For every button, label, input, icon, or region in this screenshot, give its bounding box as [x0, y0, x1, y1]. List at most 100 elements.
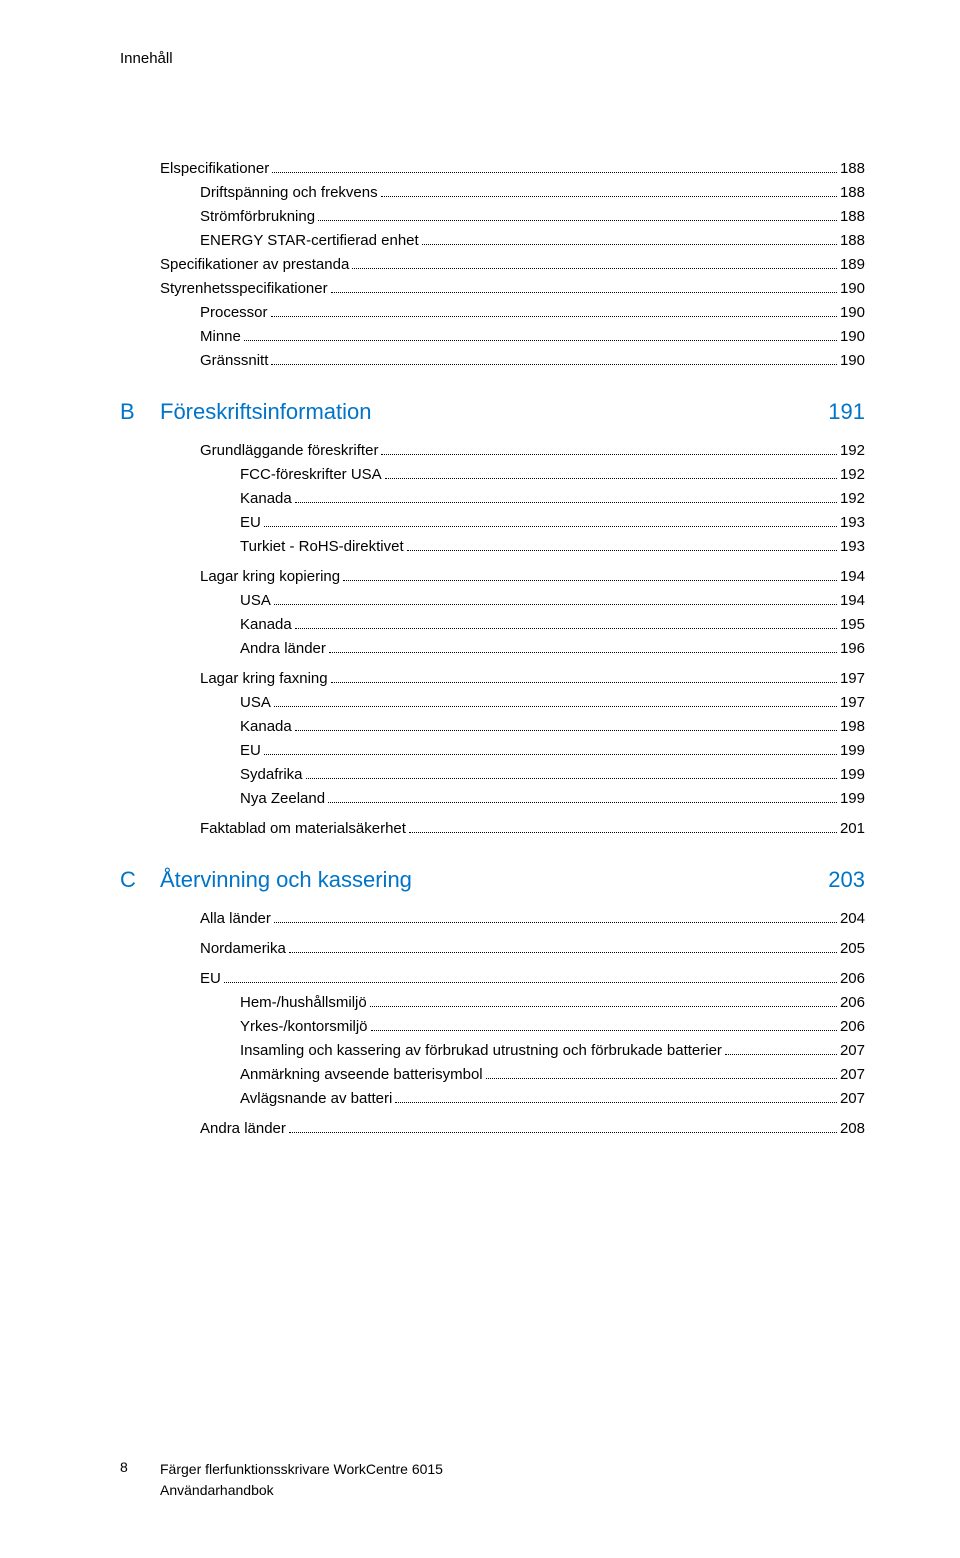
toc-entry: Lagar kring kopiering 194	[160, 565, 865, 589]
toc-entry: Hem-/hushållsmiljö 206	[160, 991, 865, 1015]
toc-entry-page: 199	[840, 739, 865, 763]
toc-entry: Lagar kring faxning 197	[160, 667, 865, 691]
toc-entry-label: Andra länder	[200, 1117, 286, 1141]
toc-entry: Yrkes-/kontorsmiljö206	[160, 1015, 865, 1039]
toc-entry-page: 198	[840, 715, 865, 739]
toc-leader	[331, 682, 837, 683]
toc-entry-label: Turkiet - RoHS-direktivet	[240, 535, 404, 559]
section-page: 191	[828, 399, 865, 425]
toc-entry: Kanada 195	[160, 613, 865, 637]
toc-entry-page: 188	[840, 157, 865, 181]
toc-entry-label: Lagar kring faxning	[200, 667, 328, 691]
toc-entry-page: 193	[840, 535, 865, 559]
toc-entry-page: 194	[840, 565, 865, 589]
toc-entry: Alla länder 204	[160, 907, 865, 931]
toc-entry-page: 192	[840, 487, 865, 511]
toc-entry-label: Strömförbrukning	[200, 205, 315, 229]
toc-entry: ENERGY STAR-certifierad enhet 188	[120, 229, 865, 253]
footer-page-number: 8	[120, 1459, 160, 1475]
toc-entry-label: Grundläggande föreskrifter	[200, 439, 378, 463]
toc-leader	[343, 580, 837, 581]
toc-leader	[271, 316, 837, 317]
toc-leader	[295, 730, 837, 731]
toc-entry-page: 193	[840, 511, 865, 535]
footer-line1: Färger flerfunktionsskrivare WorkCentre …	[160, 1459, 443, 1479]
toc-entry-label: Insamling och kassering av förbrukad utr…	[240, 1039, 722, 1063]
toc-entry: Andra länder 208	[160, 1117, 865, 1141]
toc-entry-page: 206	[840, 991, 865, 1015]
toc-entry-label: Styrenhetsspecifikationer	[160, 277, 328, 301]
section-body: Alla länder204Nordamerika205EU206Hem-/hu…	[120, 907, 865, 1141]
running-head: Innehåll	[120, 50, 865, 67]
toc-leader	[289, 952, 837, 953]
toc-entry-label: USA	[240, 691, 271, 715]
toc-entry: Specifikationer av prestanda189	[120, 253, 865, 277]
toc-entry-page: 192	[840, 463, 865, 487]
toc-entry-page: 195	[840, 613, 865, 637]
toc-entry-label: Specifikationer av prestanda	[160, 253, 349, 277]
toc-entry: Grundläggande föreskrifter192	[160, 439, 865, 463]
toc-leader	[329, 652, 837, 653]
toc-entry: Elspecifikationer 188	[120, 157, 865, 181]
section-body: Grundläggande föreskrifter192FCC-föreskr…	[120, 439, 865, 841]
toc-entry-page: 190	[840, 325, 865, 349]
toc-leader	[295, 502, 837, 503]
toc-entry: Processor190	[120, 301, 865, 325]
toc-leader	[328, 802, 837, 803]
section-heading: BFöreskriftsinformation191	[120, 399, 865, 425]
toc-leader	[486, 1078, 837, 1079]
toc-entry-label: Lagar kring kopiering	[200, 565, 340, 589]
toc-entry-page: 207	[840, 1063, 865, 1087]
section-heading: CÅtervinning och kassering203	[120, 867, 865, 893]
toc-entry-label: Nya Zeeland	[240, 787, 325, 811]
toc-entry-label: Alla länder	[200, 907, 271, 931]
section-title: Föreskriftsinformation	[160, 399, 828, 425]
toc-entry-page: 188	[840, 229, 865, 253]
toc-entry-label: FCC-föreskrifter USA	[240, 463, 382, 487]
toc-leader	[271, 364, 837, 365]
toc-leader	[289, 1132, 837, 1133]
toc-entry-page: 208	[840, 1117, 865, 1141]
toc-entry-page: 204	[840, 907, 865, 931]
toc-entry: EU199	[160, 739, 865, 763]
toc-leader	[295, 628, 837, 629]
toc-leader	[264, 754, 837, 755]
toc-entry-label: EU	[240, 511, 261, 535]
toc-leader	[274, 706, 837, 707]
toc-entry-label: Anmärkning avseende batterisymbol	[240, 1063, 483, 1087]
toc-entry-label: ENERGY STAR-certifierad enhet	[200, 229, 419, 253]
toc-entry: Strömförbrukning188	[120, 205, 865, 229]
toc-leader	[381, 454, 837, 455]
toc-sections: BFöreskriftsinformation191 Grundläggande …	[120, 399, 865, 1141]
section-title: Återvinning och kassering	[160, 867, 828, 893]
toc-entry-label: Processor	[200, 301, 268, 325]
toc-entry: Andra länder196	[160, 637, 865, 661]
toc-entry-label: Kanada	[240, 487, 292, 511]
toc-leader	[371, 1030, 837, 1031]
toc-entry: Avlägsnande av batteri207	[160, 1087, 865, 1111]
toc-entry-label: Faktablad om materialsäkerhet	[200, 817, 406, 841]
toc-entry-label: Hem-/hushållsmiljö	[240, 991, 367, 1015]
toc-entry: Nya Zeeland199	[160, 787, 865, 811]
toc-entry-label: Kanada	[240, 613, 292, 637]
section-page: 203	[828, 867, 865, 893]
toc-entry-label: Driftspänning och frekvens	[200, 181, 378, 205]
toc-leader	[224, 982, 837, 983]
toc-leader	[407, 550, 837, 551]
toc-entry-label: Nordamerika	[200, 937, 286, 961]
toc-entry-page: 190	[840, 349, 865, 373]
toc-entry-label: Minne	[200, 325, 241, 349]
toc-entry: Turkiet - RoHS-direktivet 193	[160, 535, 865, 559]
toc-entry-page: 197	[840, 667, 865, 691]
toc-leader	[244, 340, 837, 341]
toc-entry: Kanada198	[160, 715, 865, 739]
toc-entry-page: 207	[840, 1087, 865, 1111]
toc-entry-page: 199	[840, 763, 865, 787]
toc-entry-label: Elspecifikationer	[160, 157, 269, 181]
toc-entry-page: 194	[840, 589, 865, 613]
section-letter: C	[120, 867, 160, 893]
toc-entry-page: 201	[840, 817, 865, 841]
toc-entry: Styrenhetsspecifikationer190	[120, 277, 865, 301]
toc-entry-label: Gränssnitt	[200, 349, 268, 373]
toc-entry-page: 196	[840, 637, 865, 661]
